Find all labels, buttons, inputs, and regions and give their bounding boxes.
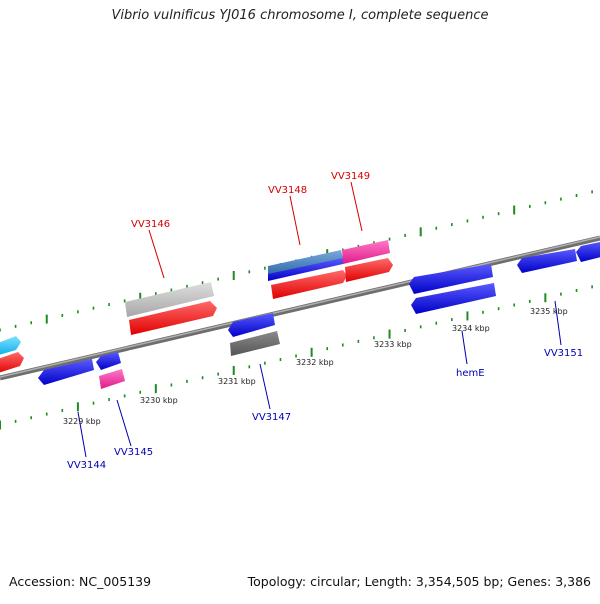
gene-vv3145[interactable] [99,369,125,389]
tick-label-3234: 3234 kbp [452,324,490,333]
gene-heme-upper[interactable] [409,264,493,294]
tick-label-3230: 3230 kbp [140,396,178,405]
accession-text: Accession: NC_005139 [9,574,152,589]
gene-red-left[interactable] [0,352,24,374]
map-title: Vibrio vulnificus YJ016 chromosome I, co… [111,8,489,23]
gene-vv3147-blue[interactable] [228,313,275,337]
gene-vv3145-blue[interactable] [96,352,121,370]
gene-vv3148[interactable] [271,270,347,299]
label-vv3148: VV3148 [268,185,307,196]
tick-label-3231: 3231 kbp [218,377,256,386]
gene-vv3144[interactable] [38,359,94,385]
gene-features [0,240,600,389]
tick-label-3235: 3235 kbp [530,307,568,316]
label-vv3145: VV3145 [114,447,153,458]
label-heme: hemE [456,368,485,379]
tick-label-3232: 3232 kbp [296,358,334,367]
sequence-summary: Topology: circular; Length: 3,354,505 bp… [247,574,591,589]
tick-label-3229: 3229 kbp [63,417,101,426]
label-vv3144: VV3144 [67,460,106,471]
gene-vv3149-red[interactable] [345,258,393,282]
gene-cyan-left[interactable] [0,336,21,356]
gene-vv3148-blue[interactable] [268,258,343,281]
gene-vv3146-gray[interactable] [125,282,214,317]
label-vv3149: VV3149 [331,171,370,182]
label-vv3151: VV3151 [544,348,583,359]
gene-vv3147[interactable] [230,331,280,356]
label-vv3147: VV3147 [252,412,291,423]
reverse-strand-dots [0,285,593,430]
backbone [0,235,600,381]
gene-vv3151[interactable] [517,249,577,273]
tick-label-3233: 3233 kbp [374,340,412,349]
gene-vv3148-steel[interactable] [268,250,343,275]
label-leader-lines [77,181,562,458]
label-vv3146: VV3146 [131,219,170,230]
gene-right-edge[interactable] [576,241,600,262]
gene-vv3146[interactable] [129,301,217,335]
gene-vv3149[interactable] [342,240,390,264]
gene-heme[interactable] [411,283,496,314]
backbone-highlight [0,236,600,378]
